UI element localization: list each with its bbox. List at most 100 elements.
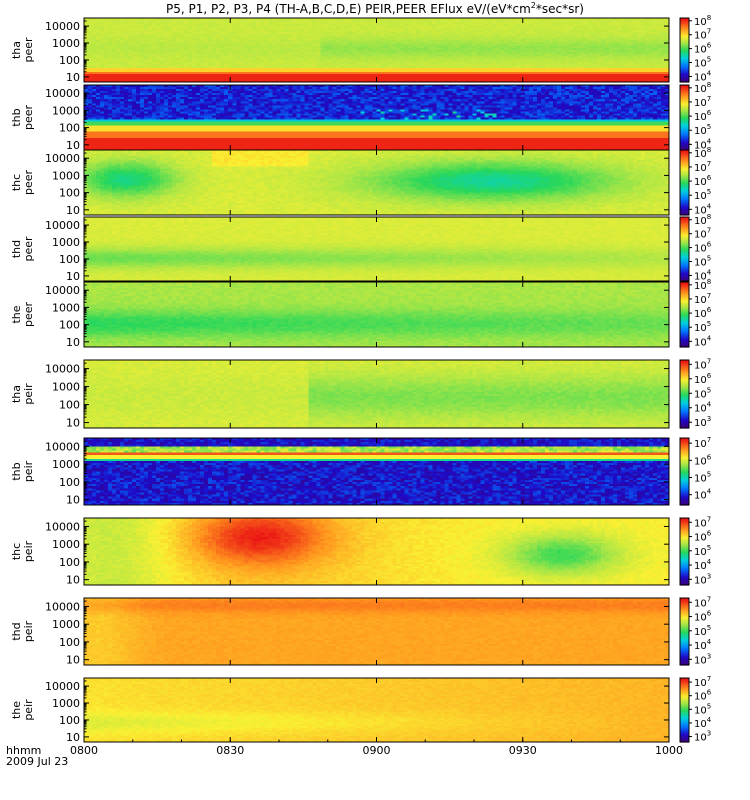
colorbar-segment <box>680 644 689 647</box>
colorbar-segment <box>680 154 689 157</box>
colorbar-segment <box>680 309 689 311</box>
colorbar-segment <box>680 374 689 377</box>
colorbar-segment <box>680 389 689 392</box>
colorbar-segment <box>680 454 689 457</box>
colorbar-segment <box>680 91 689 94</box>
colorbar-segment <box>680 114 689 116</box>
colorbar-segment <box>680 197 689 200</box>
colorbar-segment <box>680 499 689 502</box>
colorbar-segment <box>680 129 689 132</box>
colorbar-segment <box>680 285 689 287</box>
colorbar-segment <box>680 221 689 223</box>
spectrogram-image <box>84 518 669 585</box>
colorbar-segment <box>680 322 689 324</box>
colorbar-segment <box>680 487 689 489</box>
colorbar-segment <box>680 79 689 82</box>
colorbar-segment <box>680 563 689 566</box>
colorbar-segment <box>680 638 689 640</box>
colorbar-segment <box>680 482 689 485</box>
colorbar-segment <box>680 455 689 458</box>
colorbar-segment <box>680 478 689 480</box>
colorbar-segment <box>680 310 689 312</box>
colorbar-segment <box>680 74 689 77</box>
colorbar-frame <box>679 281 690 348</box>
colorbar-segment <box>680 383 689 386</box>
colorbar-segment <box>680 222 689 224</box>
colorbar-segment <box>680 500 689 503</box>
colorbar-segment <box>680 133 689 136</box>
colorbar-segment <box>680 59 689 62</box>
colorbar-segment <box>680 86 689 88</box>
colorbar-segment <box>680 470 689 473</box>
colorbar-tick-label: 105 <box>694 320 711 334</box>
colorbar-segment <box>680 373 689 376</box>
colorbar-segment <box>680 257 689 260</box>
colorbar-segment <box>680 472 689 475</box>
colorbar-segment <box>680 471 689 474</box>
colorbar-segment <box>680 613 689 616</box>
colorbar-segment <box>680 107 689 110</box>
colorbar-segment <box>680 438 689 440</box>
colorbar-segment <box>680 658 689 661</box>
colorbar-segment <box>680 139 689 141</box>
colorbar-segment <box>680 452 689 455</box>
colorbar-segment <box>680 161 689 164</box>
colorbar-segment <box>680 390 689 393</box>
colorbar-segment <box>680 299 689 302</box>
colorbar-segment <box>680 532 689 535</box>
colorbar-segment <box>680 416 689 419</box>
colorbar-segment <box>680 420 689 422</box>
y-tick-label: 10 <box>66 417 80 430</box>
colorbar-segment <box>680 702 689 705</box>
colorbar-segment <box>680 700 689 703</box>
colorbar-segment <box>680 259 689 262</box>
colorbar-segment <box>680 734 689 737</box>
colorbar-segment <box>680 716 689 719</box>
colorbar-segment <box>680 707 689 710</box>
colorbar-segment <box>680 60 689 63</box>
y-tick-label: 10 <box>66 336 80 349</box>
colorbar-segment <box>680 125 689 127</box>
colorbar-segment <box>680 469 689 471</box>
colorbar-segment <box>680 270 689 272</box>
colorbar-segment <box>680 276 689 279</box>
colorbar-tick-label: 106 <box>694 241 712 255</box>
colorbar-segment <box>680 409 689 412</box>
colorbar-segment <box>680 564 689 567</box>
y-tick-label: 10000 <box>45 520 80 533</box>
colorbar-segment <box>680 293 689 296</box>
colorbar-segment <box>680 254 689 256</box>
colorbar-segment <box>680 98 689 100</box>
colorbar-segment <box>680 344 689 347</box>
colorbar-segment <box>680 241 689 244</box>
colorbar-segment <box>680 686 689 689</box>
colorbar-segment <box>680 156 689 159</box>
colorbar-segment <box>680 305 689 308</box>
colorbar-segment <box>680 401 689 404</box>
colorbar-segment <box>680 29 689 32</box>
colorbar-segment <box>680 605 689 608</box>
colorbar-segment <box>680 342 689 345</box>
colorbar-segment <box>680 400 689 403</box>
colorbar-segment <box>680 70 689 72</box>
colorbar-segment <box>680 244 689 247</box>
colorbar-segment <box>680 405 689 408</box>
colorbar-segment <box>680 616 689 619</box>
colorbar-segment <box>680 132 689 135</box>
colorbar-segment <box>680 203 689 205</box>
colorbar-segment <box>680 380 689 383</box>
colorbar-segment <box>680 75 689 78</box>
panel-species-label: peer <box>22 105 35 131</box>
colorbar-segment <box>680 47 689 50</box>
colorbar-segment <box>680 106 689 109</box>
colorbar-segment <box>680 547 689 549</box>
colorbar-segment <box>680 623 689 626</box>
colorbar-segment <box>680 291 689 294</box>
y-tick-label: 10 <box>66 574 80 587</box>
colorbar-segment <box>680 295 689 297</box>
colorbar-segment <box>680 370 689 372</box>
colorbar-segment <box>680 153 689 155</box>
